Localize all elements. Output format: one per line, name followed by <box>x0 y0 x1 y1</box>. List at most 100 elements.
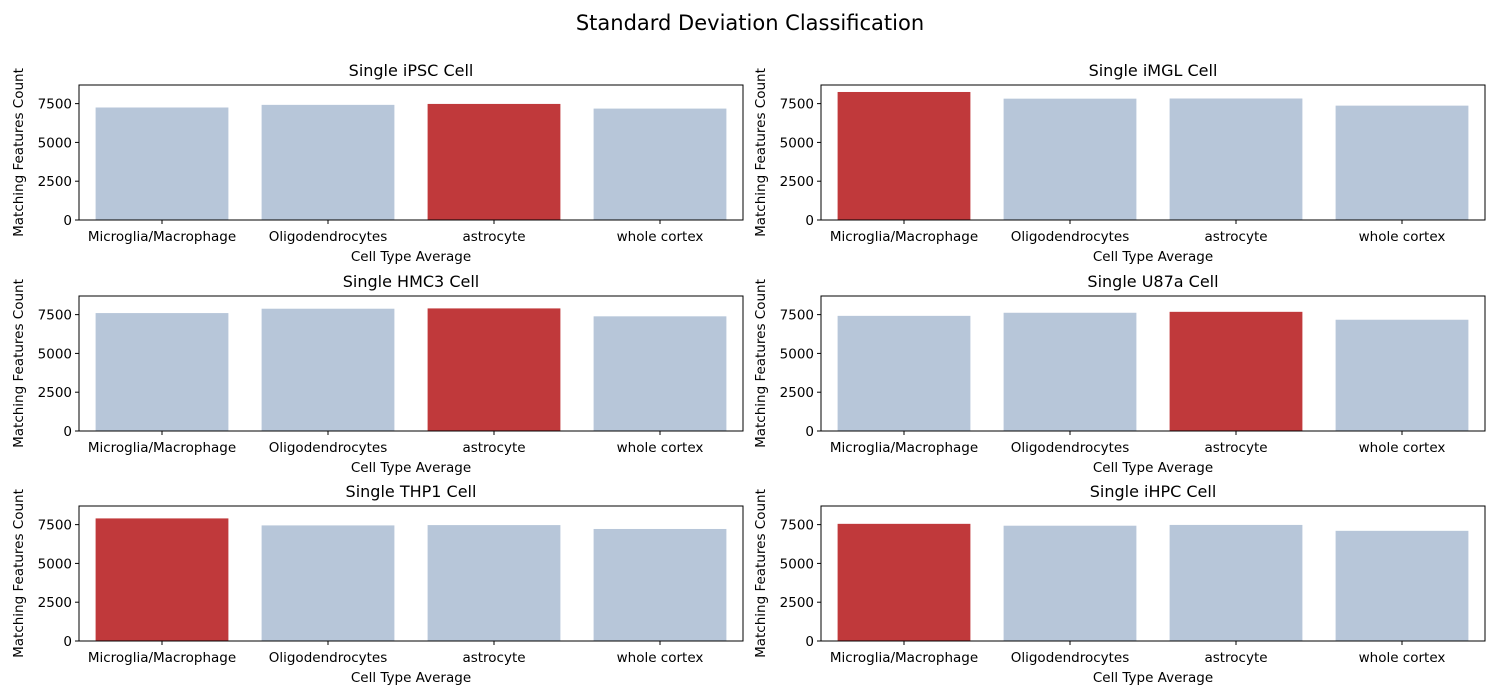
y-axis-label: Matching Features Count <box>753 489 769 658</box>
bar-whole-cortex <box>1335 530 1469 641</box>
y-axis-label: Matching Features Count <box>753 68 769 237</box>
x-tick-label: astrocyte <box>462 650 525 666</box>
y-tick-label: 5000 <box>780 135 814 151</box>
y-tick-label: 7500 <box>780 518 814 534</box>
x-tick-label: whole cortex <box>1359 440 1446 456</box>
axes-frame <box>820 505 1486 642</box>
x-tick-label: whole cortex <box>1359 650 1446 666</box>
y-axis-label: Matching Features Count <box>11 68 27 237</box>
axes-frame <box>820 84 1486 221</box>
bar-whole-cortex <box>593 316 727 431</box>
x-tick-label: Oligodendrocytes <box>1011 650 1130 666</box>
bar-microglia-macrophage <box>837 91 971 220</box>
bar-microglia-macrophage <box>95 107 229 220</box>
x-axis-label: Cell Type Average <box>1093 670 1213 686</box>
subplot-title: Single U87a Cell <box>1087 272 1218 291</box>
bar-microglia-macrophage <box>95 518 229 641</box>
x-tick-label: Microglia/Macrophage <box>830 650 978 666</box>
x-tick-label: Microglia/Macrophage <box>88 229 236 245</box>
bar-astrocyte <box>427 525 561 641</box>
bar-astrocyte <box>1169 311 1303 431</box>
x-axis-label: Cell Type Average <box>351 670 471 686</box>
y-tick-label: 2500 <box>780 174 814 190</box>
subplot-title: Single iMGL Cell <box>1089 61 1218 80</box>
y-tick-label: 7500 <box>38 308 72 324</box>
subplot-title: Single THP1 Cell <box>346 482 477 501</box>
x-tick-label: whole cortex <box>617 650 704 666</box>
subplot-5: Microglia/Macrophage Oligodendrocytes astr… <box>753 482 1486 686</box>
axes-frame <box>78 505 744 642</box>
x-tick-label: astrocyte <box>1204 650 1267 666</box>
subplot-title: Single iPSC Cell <box>349 61 474 80</box>
y-axis-label: Matching Features Count <box>11 279 27 448</box>
figure-suptitle: Standard Deviation Classification <box>576 11 924 35</box>
bar-astrocyte <box>1169 524 1303 641</box>
y-tick-label: 0 <box>805 213 814 229</box>
y-tick-label: 5000 <box>780 346 814 362</box>
y-axis-label: Matching Features Count <box>11 489 27 658</box>
subplot-title: Single iHPC Cell <box>1090 482 1217 501</box>
x-tick-label: Microglia/Macrophage <box>88 650 236 666</box>
y-axis-label: Matching Features Count <box>753 279 769 448</box>
bar-oligodendrocytes <box>1003 312 1137 431</box>
bar-whole-cortex <box>593 528 727 641</box>
subplot-title: Single HMC3 Cell <box>343 272 479 291</box>
y-tick-label: 2500 <box>38 595 72 611</box>
x-tick-label: Microglia/Macrophage <box>830 440 978 456</box>
y-tick-label: 0 <box>63 424 72 440</box>
y-tick-label: 0 <box>805 634 814 650</box>
y-tick-label: 5000 <box>780 556 814 572</box>
y-tick-label: 5000 <box>38 346 72 362</box>
y-tick-label: 7500 <box>38 97 72 113</box>
y-tick-label: 5000 <box>38 135 72 151</box>
axes-frame <box>78 84 744 221</box>
x-tick-label: Microglia/Macrophage <box>830 229 978 245</box>
bar-microglia-macrophage <box>837 315 971 431</box>
y-tick-label: 2500 <box>780 595 814 611</box>
bar-microglia-macrophage <box>837 523 971 641</box>
axes-frame <box>78 295 744 432</box>
y-tick-label: 0 <box>63 634 72 650</box>
x-tick-label: Oligodendrocytes <box>1011 440 1130 456</box>
x-tick-label: Microglia/Macrophage <box>88 440 236 456</box>
bar-microglia-macrophage <box>95 313 229 431</box>
y-tick-label: 7500 <box>780 308 814 324</box>
x-axis-label: Cell Type Average <box>351 249 471 265</box>
subplot-grid: Microglia/Macrophage Oligodendrocytes astr… <box>11 61 1486 686</box>
x-tick-label: Oligodendrocytes <box>269 440 388 456</box>
y-tick-label: 2500 <box>38 385 72 401</box>
x-axis-label: Cell Type Average <box>351 460 471 476</box>
bar-oligodendrocytes <box>1003 525 1137 641</box>
x-axis-label: Cell Type Average <box>1093 460 1213 476</box>
x-tick-label: whole cortex <box>1359 229 1446 245</box>
x-tick-label: astrocyte <box>462 229 525 245</box>
x-tick-label: astrocyte <box>1204 440 1267 456</box>
y-tick-label: 0 <box>63 213 72 229</box>
x-tick-label: whole cortex <box>617 229 704 245</box>
x-tick-label: Oligodendrocytes <box>269 650 388 666</box>
x-axis-label: Cell Type Average <box>1093 249 1213 265</box>
bar-oligodendrocytes <box>261 308 395 431</box>
bar-astrocyte <box>427 308 561 431</box>
subplot-3: Microglia/Macrophage Oligodendrocytes astr… <box>753 272 1486 476</box>
y-tick-label: 0 <box>805 424 814 440</box>
x-tick-label: astrocyte <box>1204 229 1267 245</box>
x-tick-label: Oligodendrocytes <box>269 229 388 245</box>
bar-whole-cortex <box>593 108 727 220</box>
y-tick-label: 2500 <box>38 174 72 190</box>
subplot-1: Microglia/Macrophage Oligodendrocytes astr… <box>753 61 1486 265</box>
y-tick-label: 7500 <box>38 518 72 534</box>
bar-oligodendrocytes <box>261 525 395 641</box>
subplot-4: Microglia/Macrophage Oligodendrocytes astr… <box>11 482 744 686</box>
y-tick-label: 7500 <box>780 97 814 113</box>
bar-astrocyte <box>427 103 561 220</box>
bar-astrocyte <box>1169 98 1303 220</box>
x-tick-label: Oligodendrocytes <box>1011 229 1130 245</box>
axes-frame <box>820 295 1486 432</box>
subplot-2: Microglia/Macrophage Oligodendrocytes astr… <box>11 272 744 476</box>
y-tick-label: 5000 <box>38 556 72 572</box>
bar-oligodendrocytes <box>261 104 395 220</box>
subplot-0: Microglia/Macrophage Oligodendrocytes astr… <box>11 61 744 265</box>
y-tick-label: 2500 <box>780 385 814 401</box>
